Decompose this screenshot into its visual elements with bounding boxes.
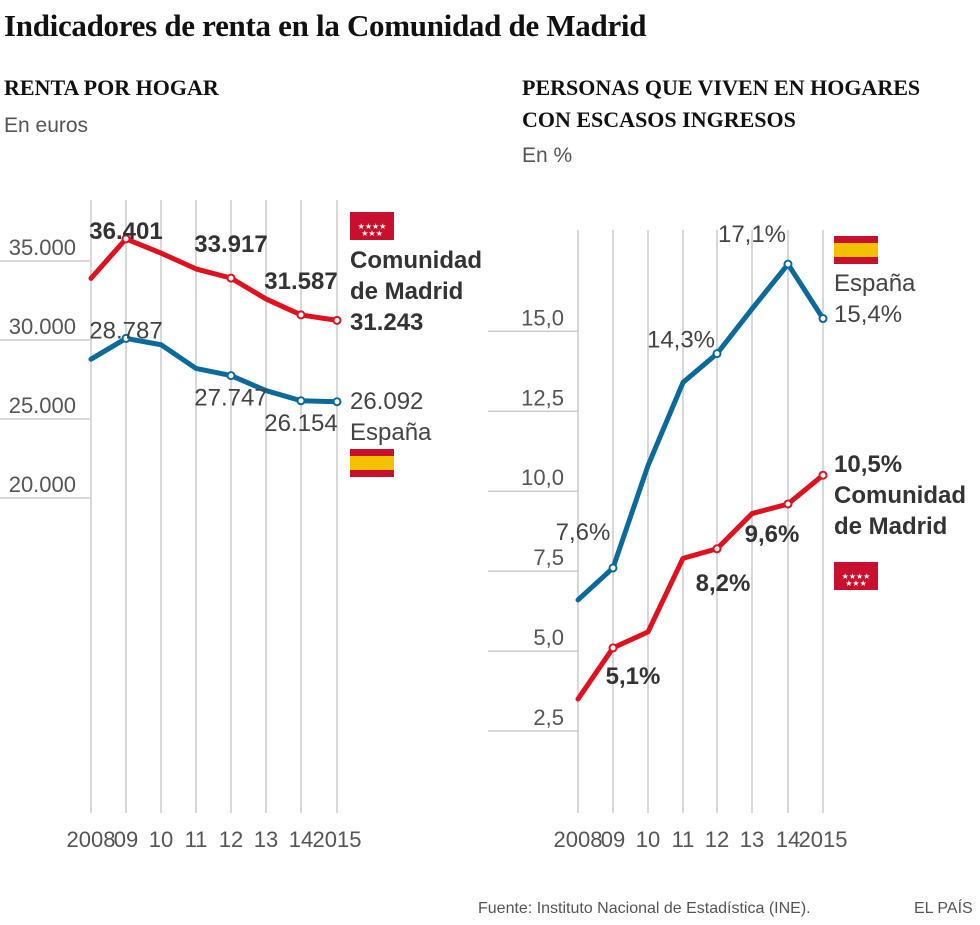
svg-text:★★★★: ★★★★ [358,222,387,231]
madrid-flag-icon: ★★★★★★★ [834,562,878,590]
chart-2-y-tick-label: 12,5 [521,385,564,410]
chart-1-series-line [88,335,340,405]
chart-2-data-point [712,349,722,359]
chart-1-data-point [121,333,131,343]
chart-1-end-label: España [350,419,432,446]
chart-1-series-line [88,236,340,323]
chart-2-x-tick-label: 2015 [799,827,848,852]
source-note: Fuente: Instituto Nacional de Estadístic… [478,900,811,917]
chart-2-end-label: de Madrid [834,513,947,540]
chart-1-y-tick-label: 35.000 [9,235,76,260]
chart-1-end-label: de Madrid [350,278,463,305]
chart-2-end-label: España [834,270,916,297]
chart-2-data-point [712,544,722,554]
chart-1-x-tick-label: 10 [149,827,173,852]
chart-2-data-label: 7,6% [556,519,611,546]
chart-2-title-line-2: CON ESCASOS INGRESOS [522,107,796,132]
chart-2-end-label: 10,5% [834,451,902,478]
chart-2-title-line-1: PERSONAS QUE VIVEN EN HOGARES [522,75,921,100]
chart-2-data-point [818,314,828,324]
svg-text:★★★: ★★★ [361,229,383,238]
chart-2-x-tick-label: 09 [601,827,625,852]
chart-1-data-label: 27.747 [194,385,267,412]
svg-text:★★★★: ★★★★ [842,572,871,581]
chart-1-x-tick-label: 14 [289,827,313,852]
chart-1-data-point [121,234,131,244]
chart-2-x-tick-label: 14 [776,827,800,852]
chart-1-data-label: 33.917 [194,231,267,258]
chart-2-data-label: 14,3% [647,327,715,354]
chart-1-data-point [332,315,342,325]
chart-1-title: RENTA POR HOGAR [4,75,219,100]
chart-2-data-point [818,470,828,480]
chart-1-data-point [226,273,236,283]
page-title: Indicadores de renta en la Comunidad de … [4,8,647,43]
chart-1-data-label: 26.154 [264,410,337,437]
chart-1-data-label: 36.401 [89,218,162,245]
chart-2-data-point [608,563,618,573]
chart-2-data-label: 17,1% [718,221,786,248]
spain-flag-icon [350,449,394,477]
chart-2-x-tick-label: 11 [672,827,695,852]
chart-2-x-tick-label: 10 [636,827,660,852]
chart-2-y-tick-label: 2,5 [533,705,564,730]
chart-1-x-tick-label: 09 [114,827,138,852]
chart-2-series-line [575,472,826,702]
chart-1-x-tick-label: 13 [254,827,278,852]
chart-1-x-tick-label: 2008 [67,827,116,852]
chart-2-data-label: 8,2% [696,570,751,597]
chart-1-y-tick-label: 20.000 [9,472,76,497]
chart-1-data-point [296,310,306,320]
chart-2-y-tick-label: 5,0 [533,625,564,650]
brand-logo: EL PAÍS [914,900,973,917]
chart-2-x-tick-label: 12 [705,827,729,852]
chart-2-title: PERSONAS QUE VIVEN EN HOGARES CON ESCASO… [522,72,920,136]
chart-2-end-label: 15,4% [834,301,902,328]
chart-2-data-point [783,499,793,509]
chart-1-y-tick-label: 25.000 [9,393,76,418]
madrid-flag-icon: ★★★★★★★ [350,212,394,240]
chart-1-data-point [296,396,306,406]
chart-2-y-tick-label: 7,5 [533,545,564,570]
chart-2-data-label: 9,6% [745,521,800,548]
chart-2-data-point [783,259,793,269]
chart-1-data-point [332,397,342,407]
chart-1-x-tick-label: 12 [219,827,243,852]
chart-1-data-point [226,371,236,381]
spain-flag-icon [834,236,878,264]
chart-2-units: En % [522,144,573,167]
chart-2-end-label: Comunidad [834,482,966,509]
svg-text:★★★: ★★★ [845,579,867,588]
chart-1-x-tick-label: 11 [185,827,208,852]
chart-1-data-label: 31.587 [264,268,337,295]
chart-2-y-tick-label: 10,0 [521,465,564,490]
chart-1-end-label: Comunidad [350,247,482,274]
chart-1-data-label: 28.787 [89,317,162,344]
chart-2-x-tick-label: 2008 [554,827,603,852]
chart-2-series-line [575,261,826,603]
chart-1-y-tick-label: 30.000 [9,314,76,339]
chart-2-data-point [608,643,618,653]
chart-2-y-tick-label: 15,0 [521,305,564,330]
chart-2-x-tick-label: 13 [740,827,764,852]
chart-1-end-label: 26.092 [350,388,423,415]
chart-1-x-tick-label: 2015 [313,827,362,852]
chart-1-units: En euros [4,114,89,137]
chart-2-data-label: 5,1% [606,663,661,690]
chart-1-end-label: 31.243 [350,309,423,336]
